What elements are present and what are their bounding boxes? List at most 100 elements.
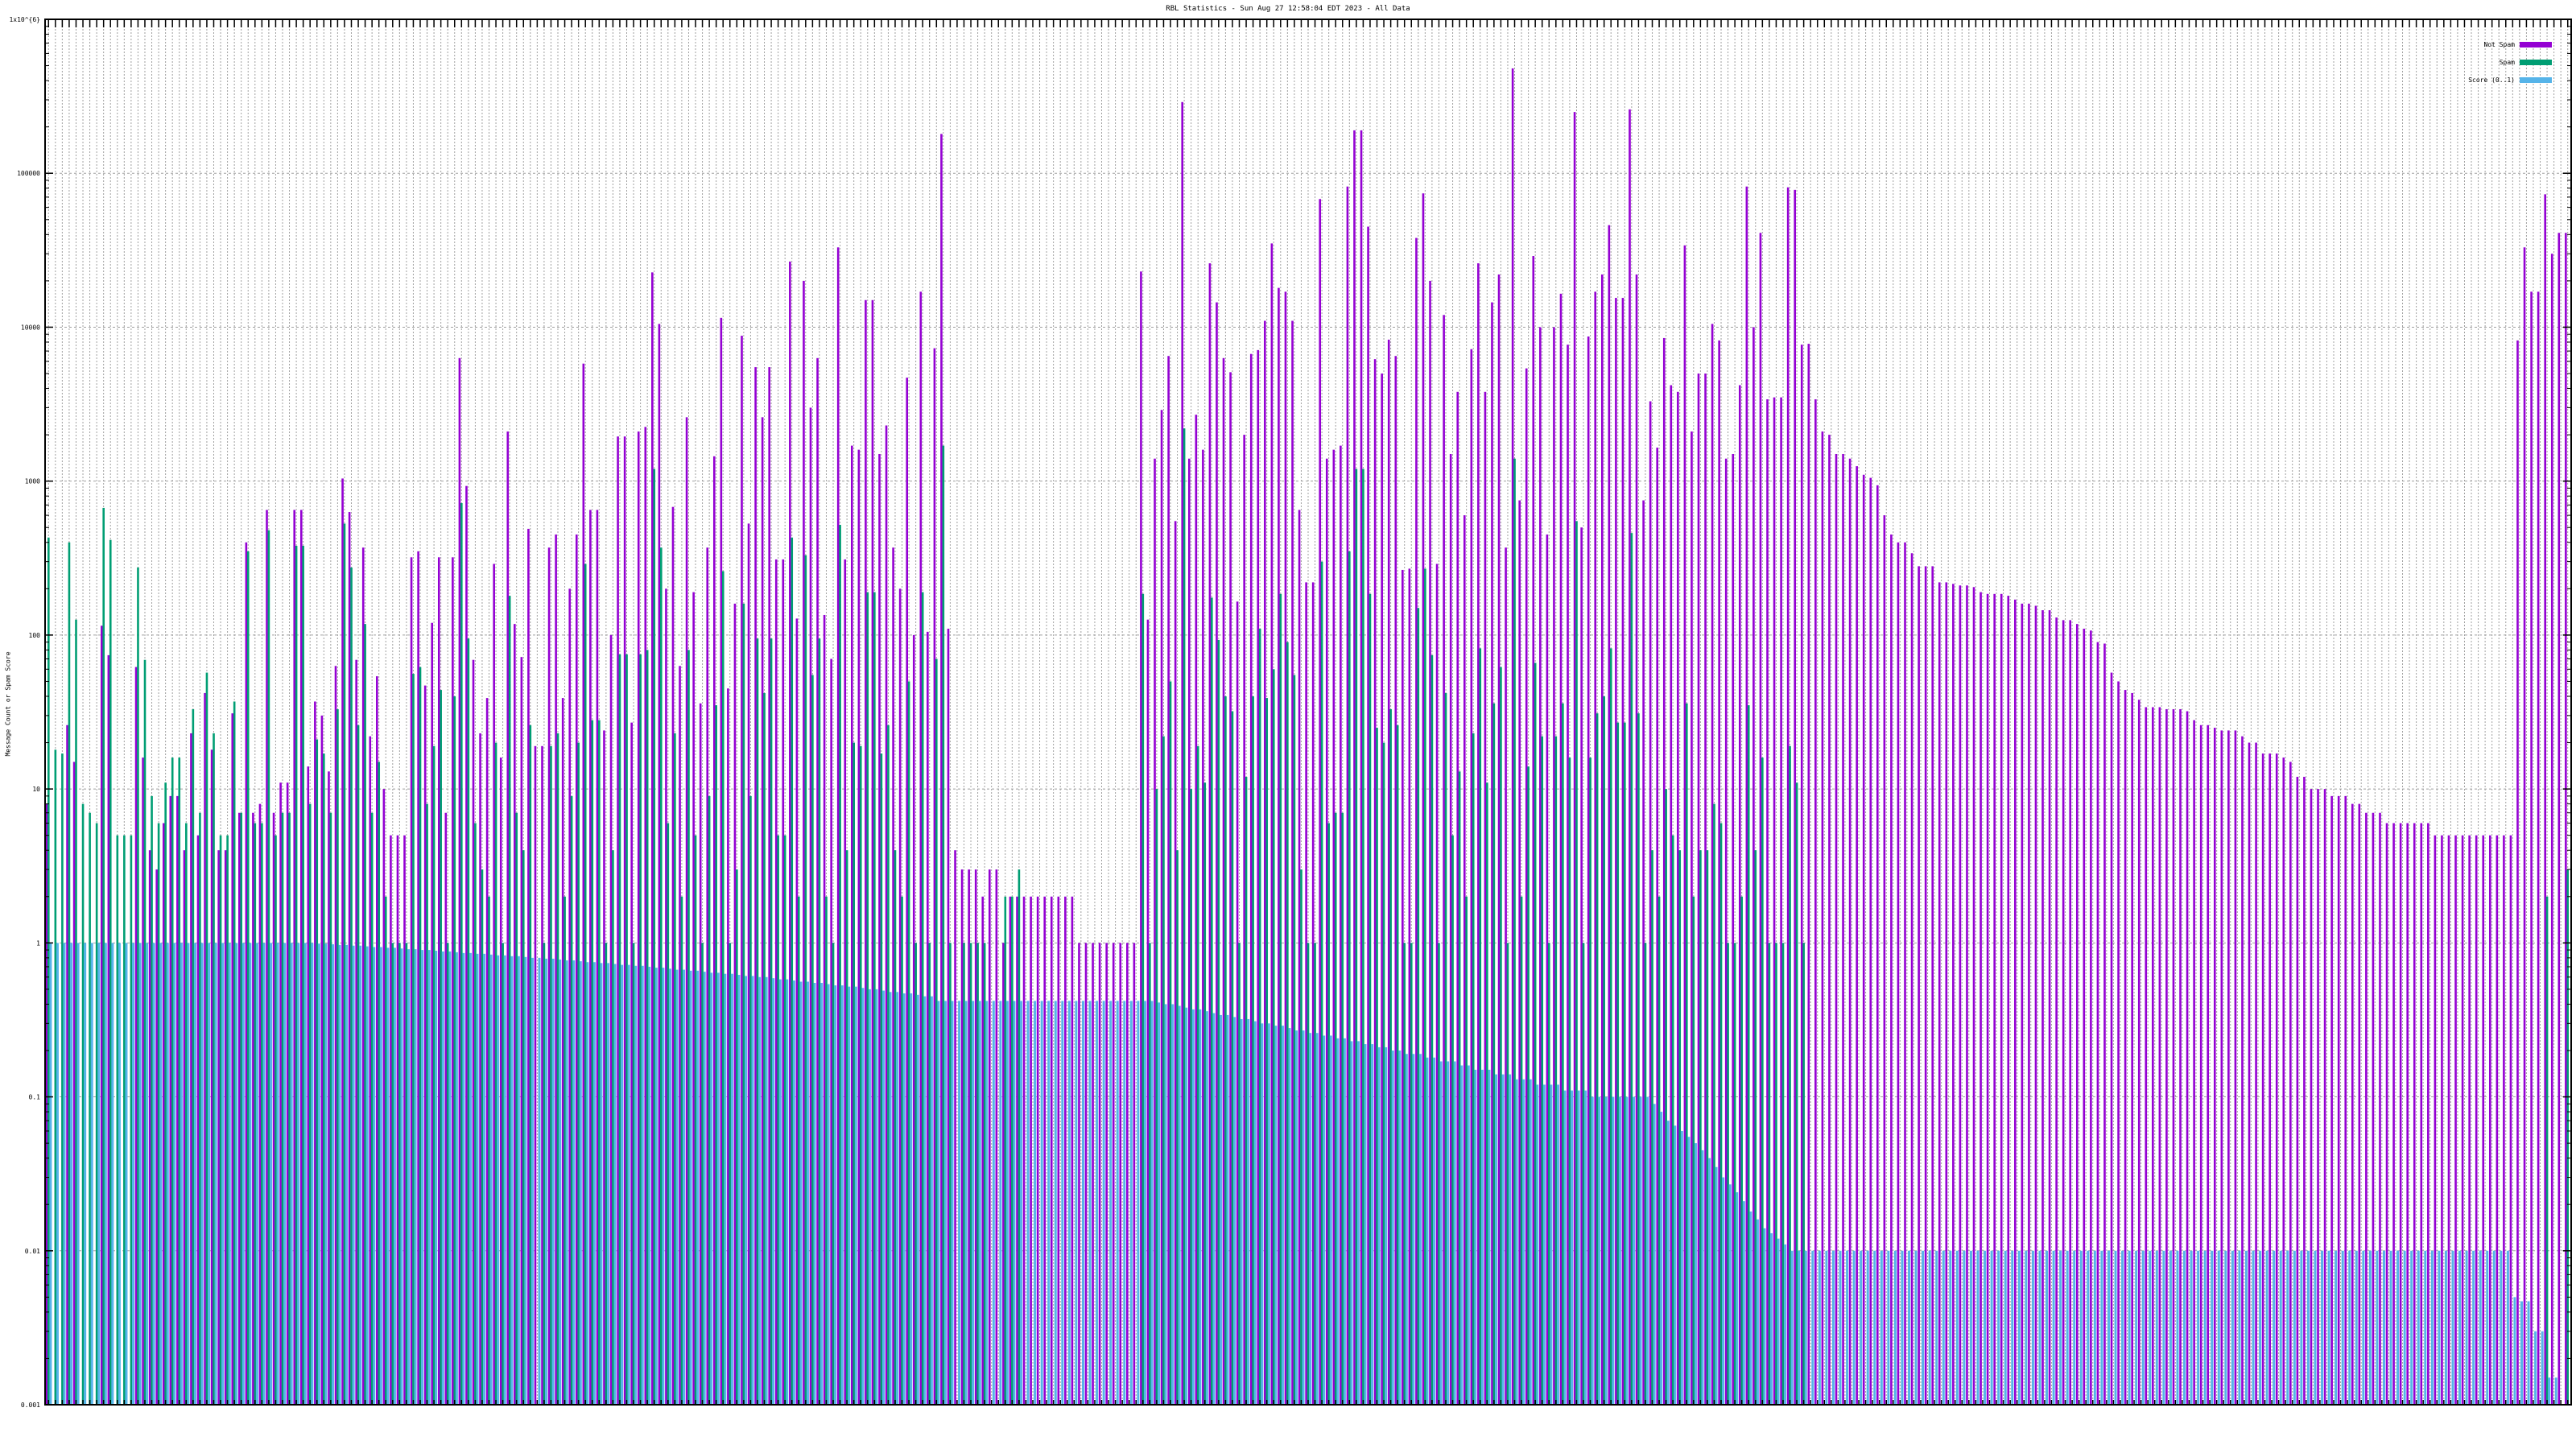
bar-not-spam	[1098, 943, 1101, 1405]
bar-score	[1226, 1014, 1229, 1405]
bar-not-spam	[1133, 943, 1136, 1405]
bar-score	[1295, 1030, 1298, 1405]
bar-score	[958, 1001, 961, 1405]
bar-spam	[1300, 869, 1302, 1405]
bar-spam	[1183, 428, 1186, 1405]
bar-score	[1632, 1096, 1635, 1405]
bar-spam	[921, 592, 924, 1405]
bar-not-spam	[1435, 564, 1439, 1405]
bar-not-spam	[1092, 943, 1094, 1405]
bar-spam	[749, 795, 752, 1405]
bar-not-spam	[596, 510, 599, 1405]
bar-spam	[907, 681, 910, 1405]
bar-not-spam	[2282, 758, 2285, 1405]
bar-not-spam	[2248, 742, 2251, 1405]
bar-score	[1426, 1057, 1429, 1405]
bar-score	[400, 948, 403, 1405]
bar-score	[2259, 1250, 2262, 1405]
bar-spam	[1727, 943, 1729, 1405]
bar-spam	[777, 835, 779, 1405]
bar-score	[813, 982, 816, 1405]
bar-not-spam	[733, 603, 737, 1405]
bar-score	[1123, 1001, 1126, 1405]
bar-score	[683, 969, 686, 1405]
bar-spam	[1231, 711, 1234, 1405]
bar-not-spam	[1711, 324, 1714, 1405]
bar-not-spam	[898, 588, 902, 1405]
bar-spam	[432, 745, 436, 1405]
bar-not-spam	[2413, 823, 2416, 1405]
bar-not-spam	[582, 363, 585, 1406]
bar-score	[834, 985, 837, 1405]
bar-score	[1942, 1250, 1945, 1405]
bar-not-spam	[176, 795, 179, 1405]
y-tick-label: 1x10^{6}	[9, 16, 40, 23]
bar-not-spam	[204, 692, 206, 1405]
bar-score	[1356, 1041, 1360, 1405]
bar-score	[1928, 1250, 1931, 1405]
bar-score	[2334, 1250, 2338, 1405]
bar-not-spam	[1794, 189, 1797, 1406]
bar-score	[758, 976, 762, 1405]
bar-not-spam	[485, 698, 489, 1405]
bar-not-spam	[514, 624, 516, 1405]
bar-spam	[832, 943, 835, 1405]
bar-not-spam	[2124, 690, 2127, 1405]
bar-spam	[75, 619, 77, 1405]
legend-item-not-spam: Not Spam	[2468, 35, 2552, 53]
bar-not-spam	[2158, 707, 2161, 1405]
bar-score	[76, 943, 80, 1405]
bar-score	[675, 969, 679, 1405]
bar-not-spam	[1497, 274, 1501, 1406]
bar-not-spam	[1690, 431, 1693, 1405]
bar-score	[1453, 1061, 1456, 1405]
bar-score	[1199, 1009, 1202, 1405]
bar-not-spam	[2488, 835, 2491, 1405]
bar-spam	[1279, 593, 1282, 1405]
bar-spam	[1534, 663, 1537, 1405]
bar-spam	[880, 753, 883, 1405]
bar-not-spam	[1373, 359, 1377, 1405]
bar-not-spam	[527, 528, 530, 1405]
bar-score	[765, 976, 768, 1405]
bar-score	[1247, 1018, 1250, 1405]
bar-score	[1522, 1079, 1525, 1405]
bar-not-spam	[789, 261, 791, 1406]
bar-score	[1253, 1021, 1257, 1405]
bar-not-spam	[2351, 803, 2354, 1405]
bar-not-spam	[1910, 553, 1913, 1405]
bar-not-spam	[1456, 391, 1459, 1405]
bar-score	[2273, 1250, 2276, 1405]
bar-not-spam	[293, 510, 296, 1405]
bar-not-spam	[2379, 812, 2381, 1405]
bar-not-spam	[1119, 943, 1122, 1405]
bar-not-spam	[1842, 453, 1844, 1405]
bar-score	[861, 988, 865, 1405]
bar-score	[373, 947, 376, 1405]
bar-not-spam	[1904, 542, 1906, 1405]
bar-spam	[605, 943, 608, 1405]
bar-spam	[736, 869, 738, 1405]
bar-not-spam	[520, 657, 523, 1405]
bar-score	[1261, 1023, 1264, 1405]
bar-not-spam	[245, 542, 248, 1405]
bar-spam	[887, 724, 890, 1405]
bar-not-spam	[658, 324, 661, 1405]
bar-score	[2038, 1250, 2041, 1405]
bar-score	[132, 943, 135, 1405]
bar-not-spam	[1780, 397, 1782, 1405]
bar-score	[730, 973, 733, 1405]
bar-not-spam	[1862, 474, 1865, 1405]
bar-spam	[384, 896, 387, 1405]
bar-not-spam	[1222, 357, 1225, 1406]
bar-score	[1804, 1250, 1807, 1405]
bar-spam	[564, 896, 566, 1405]
bar-score	[1666, 1121, 1670, 1405]
bar-score	[1096, 1001, 1099, 1405]
bar-not-spam	[1002, 943, 1005, 1405]
bar-score	[441, 951, 444, 1405]
bar-spam	[246, 551, 250, 1405]
bar-spam	[1713, 803, 1715, 1405]
bar-not-spam	[2372, 812, 2375, 1405]
bar-spam	[1149, 943, 1151, 1405]
